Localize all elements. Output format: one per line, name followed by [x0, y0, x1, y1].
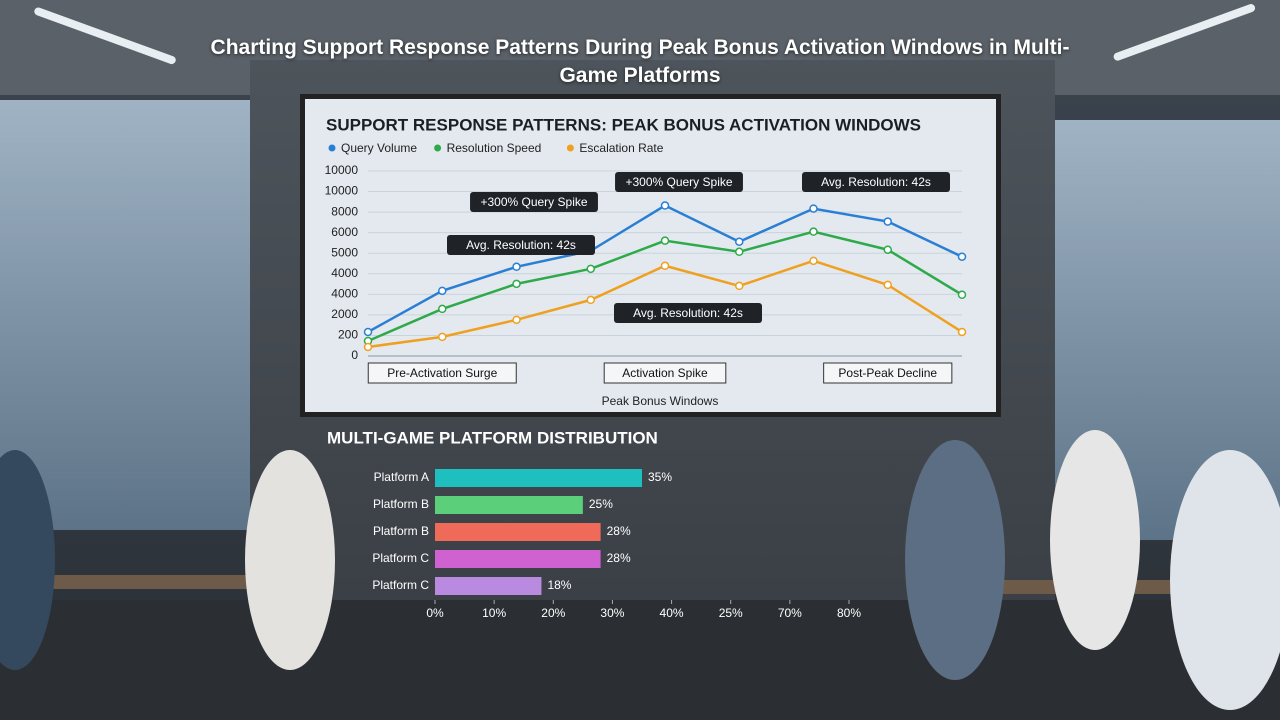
- data-point: [438, 332, 447, 342]
- y-tick-label: Platform B: [373, 524, 429, 538]
- data-label: 18%: [547, 578, 571, 592]
- data-point: [883, 217, 892, 226]
- x-tick-label: Pre-Activation Surge: [387, 366, 497, 380]
- person: [1170, 450, 1280, 710]
- legend-swatch: [566, 144, 574, 152]
- legend-label: Escalation Rate: [579, 141, 663, 155]
- person: [1050, 430, 1140, 650]
- data-point: [957, 327, 967, 337]
- data-point: [809, 204, 818, 213]
- bar: [435, 496, 583, 514]
- data-point: [957, 290, 967, 299]
- annotation-box: [447, 235, 595, 255]
- y-tick-label: 8000: [331, 204, 358, 218]
- data-point: [586, 264, 595, 274]
- bar: [435, 469, 642, 487]
- y-tick-label: 0: [351, 348, 358, 362]
- data-point: [660, 236, 670, 245]
- x-tick-label: 80%: [837, 606, 861, 620]
- x-tick-label: 30%: [600, 606, 624, 620]
- line-chart-title: SUPPORT RESPONSE PATTERNS: PEAK BONUS AC…: [326, 115, 921, 134]
- person: [905, 440, 1005, 680]
- y-tick-label: 2000: [331, 307, 358, 321]
- x-axis-label: Peak Bonus Windows: [602, 394, 719, 408]
- ceiling-light: [34, 7, 176, 65]
- x-tick-label: 10%: [482, 606, 506, 620]
- data-label: 25%: [589, 497, 613, 511]
- data-label: 28%: [607, 551, 631, 565]
- data-point: [512, 315, 521, 325]
- data-point: [512, 279, 521, 289]
- x-tick-label: 20%: [541, 606, 565, 620]
- data-point: [809, 256, 818, 266]
- data-point: [363, 342, 373, 352]
- data-point: [957, 252, 967, 261]
- legend-swatch: [328, 144, 336, 152]
- y-tick-label: Platform B: [373, 497, 429, 511]
- page-title: Charting Support Response Patterns Durin…: [210, 36, 1070, 87]
- annotation: +300% Query Spike: [625, 175, 732, 189]
- y-tick-label: 6000: [331, 225, 358, 239]
- y-tick-label: 5000: [331, 245, 358, 259]
- data-point: [883, 245, 892, 254]
- bar: [435, 523, 601, 541]
- y-tick-label: Platform C: [372, 578, 429, 592]
- x-tick-label: 70%: [778, 606, 802, 620]
- data-point: [363, 327, 373, 337]
- annotation: Avg. Resolution: 42s: [466, 238, 576, 252]
- y-tick-label: Platform C: [372, 551, 429, 565]
- annotation-box: [470, 192, 598, 212]
- y-tick-label: 4000: [331, 266, 358, 280]
- y-tick-label: 4000: [331, 287, 358, 301]
- y-tick-label: 200: [338, 328, 358, 342]
- x-tick-label: Post-Peak Decline: [838, 366, 937, 380]
- legend-label: Resolution Speed: [447, 141, 542, 155]
- ceiling-light: [1113, 4, 1256, 61]
- data-point: [883, 280, 892, 290]
- legend-swatch: [434, 144, 442, 152]
- data-point: [735, 281, 744, 291]
- y-tick-label: 10000: [325, 184, 359, 198]
- bar: [435, 550, 601, 568]
- data-point: [735, 247, 744, 257]
- data-point: [735, 237, 744, 246]
- data-label: 28%: [607, 524, 631, 538]
- annotation: Avg. Resolution: 42s: [821, 175, 931, 189]
- data-point: [660, 261, 670, 271]
- data-point: [512, 262, 521, 272]
- annotation-box: [614, 303, 762, 323]
- bar-chart-title: MULTI-GAME PLATFORM DISTRIBUTION: [327, 428, 658, 447]
- screen: [305, 99, 996, 412]
- x-tick-label: Activation Spike: [622, 366, 708, 380]
- window-left: [0, 100, 250, 530]
- y-tick-label: 10000: [325, 163, 359, 177]
- x-tick-label: 25%: [719, 606, 743, 620]
- category-box: [367, 362, 517, 384]
- data-point: [586, 295, 595, 305]
- annotation-box: [802, 172, 950, 192]
- x-tick-label: 0%: [426, 606, 444, 620]
- data-point: [438, 286, 447, 296]
- person: [245, 450, 335, 670]
- data-label: 35%: [648, 470, 672, 484]
- data-point: [809, 227, 818, 236]
- legend-label: Query Volume: [341, 141, 417, 155]
- bar: [435, 577, 542, 595]
- x-tick-label: 40%: [660, 606, 684, 620]
- person: [0, 450, 55, 670]
- annotation: +300% Query Spike: [480, 195, 587, 209]
- category-box: [823, 362, 953, 384]
- category-box: [603, 362, 727, 384]
- y-tick-label: Platform A: [374, 470, 429, 484]
- desk: [40, 575, 260, 589]
- data-point: [438, 304, 447, 314]
- annotation-box: [615, 172, 743, 192]
- annotation: Avg. Resolution: 42s: [633, 306, 743, 320]
- data-point: [660, 201, 670, 210]
